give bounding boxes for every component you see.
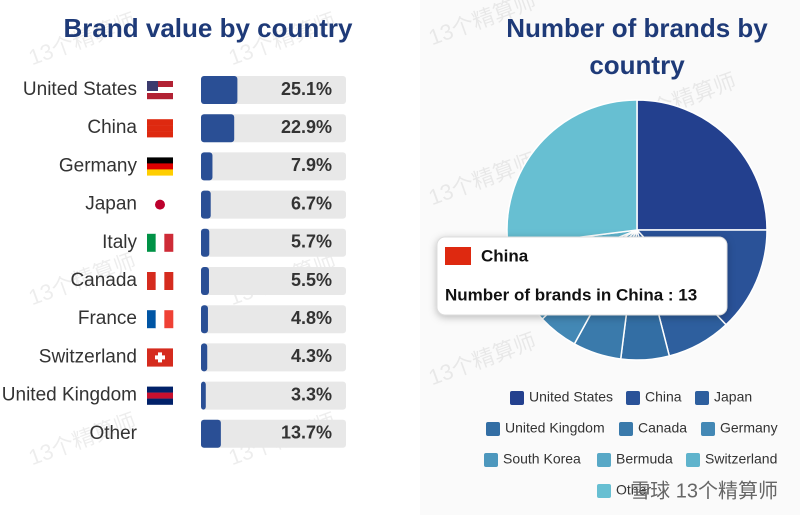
legend-swatch xyxy=(597,453,611,467)
flag xyxy=(147,119,173,126)
chart-title: Number of brands by country xyxy=(506,13,768,80)
y-tick-label: France xyxy=(78,308,137,329)
flag xyxy=(147,386,173,393)
bar xyxy=(201,114,235,143)
y-tick-label: Germany xyxy=(59,155,138,176)
flag xyxy=(147,272,156,290)
flag xyxy=(147,157,173,164)
pie-slice xyxy=(506,99,638,248)
bar-track xyxy=(201,267,346,295)
legend-label: South Korea xyxy=(503,451,581,467)
legend-label: Germany xyxy=(720,420,778,436)
flag xyxy=(147,131,173,138)
value-label: 3.3% xyxy=(291,384,332,404)
flag xyxy=(164,310,174,329)
bar xyxy=(201,76,238,104)
tooltip-title: China xyxy=(481,246,529,265)
tooltip: China Number of brands in China : 13 xyxy=(436,236,728,316)
bar-track xyxy=(201,190,346,219)
bar-track xyxy=(201,114,346,143)
y-tick-label: United States xyxy=(23,79,137,100)
legend-label: United Kingdom xyxy=(505,420,605,436)
flag xyxy=(147,392,173,399)
value-label: 6.7% xyxy=(291,193,332,213)
y-tick-label: Italy xyxy=(102,232,137,253)
legend-label: Bermuda xyxy=(616,451,673,467)
legend-swatch xyxy=(626,391,640,405)
y-tick-label: Canada xyxy=(70,270,137,291)
flag xyxy=(147,195,173,202)
legend-swatch xyxy=(510,391,524,405)
legend-label: China xyxy=(645,389,682,405)
value-label: 5.7% xyxy=(291,232,332,252)
flag xyxy=(147,360,173,367)
bar-track xyxy=(201,228,346,257)
flag xyxy=(147,93,173,100)
flag xyxy=(155,355,165,360)
bar-track xyxy=(201,305,346,334)
bar xyxy=(201,228,210,257)
legend-swatch xyxy=(619,422,633,436)
y-tick-label: China xyxy=(87,117,137,138)
tooltip-text: Number of brands in China : 13 xyxy=(445,285,697,304)
legend-label: United States xyxy=(529,389,613,405)
pie-slice xyxy=(636,99,768,231)
flag xyxy=(147,87,173,94)
value-label: 22.9% xyxy=(281,117,332,137)
flag xyxy=(147,398,173,405)
flag xyxy=(147,233,156,252)
chart-title: Brand value by country xyxy=(63,13,353,43)
bar xyxy=(201,381,206,410)
flag xyxy=(164,272,174,290)
bar xyxy=(201,343,208,372)
bar xyxy=(201,152,213,181)
bar xyxy=(201,267,209,295)
flag xyxy=(155,272,165,290)
bar-track xyxy=(201,419,346,448)
flag xyxy=(164,233,174,252)
bar-track xyxy=(201,152,346,181)
flag xyxy=(147,207,173,214)
flag xyxy=(147,169,173,176)
bar xyxy=(201,305,208,334)
legend-swatch xyxy=(486,422,500,436)
flag xyxy=(147,310,156,329)
value-label: 7.9% xyxy=(291,155,332,175)
flag xyxy=(147,81,173,88)
legend-label: Japan xyxy=(714,389,752,405)
bar xyxy=(201,190,211,219)
legend-swatch xyxy=(597,484,611,498)
value-label: 25.1% xyxy=(281,79,332,99)
y-tick-label: Switzerland xyxy=(39,346,137,367)
bar-track xyxy=(201,343,346,372)
flag xyxy=(155,310,165,329)
tooltip-box xyxy=(436,236,728,316)
value-label: 4.8% xyxy=(291,308,332,328)
flag xyxy=(155,233,165,252)
legend-label: Other xyxy=(616,482,651,498)
legend-swatch xyxy=(686,453,700,467)
value-label: 5.5% xyxy=(291,270,332,290)
legend-swatch xyxy=(701,422,715,436)
flag xyxy=(155,199,165,210)
bar xyxy=(201,419,221,448)
value-label: 13.7% xyxy=(281,423,332,443)
legend-swatch xyxy=(484,453,498,467)
value-label: 4.3% xyxy=(291,346,332,366)
y-tick-label: Other xyxy=(89,423,137,444)
bar-track xyxy=(201,381,346,410)
legend-swatch xyxy=(695,391,709,405)
flag xyxy=(147,348,173,355)
flag xyxy=(147,163,173,170)
flag xyxy=(147,81,158,91)
legend-label: Switzerland xyxy=(705,451,777,467)
footer: 雪球 13个精算师 xyxy=(630,479,778,502)
flag xyxy=(147,125,173,132)
y-tick-label: Japan xyxy=(85,194,137,215)
y-tick-label: United Kingdom xyxy=(2,385,137,406)
flag xyxy=(445,247,471,265)
legend-label: Canada xyxy=(638,420,687,436)
